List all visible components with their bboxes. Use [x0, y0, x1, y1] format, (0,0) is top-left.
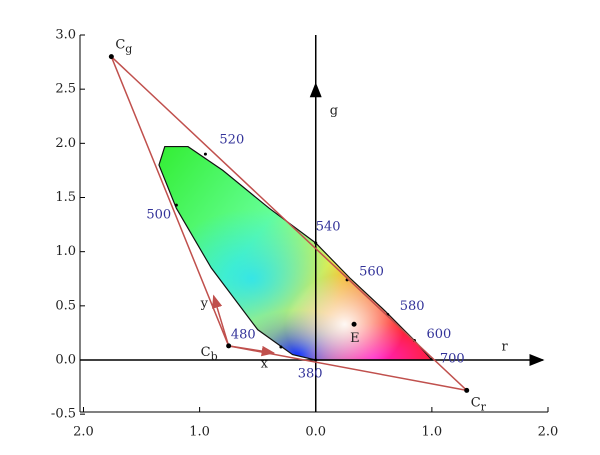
y-tick-label: 0.5: [55, 298, 76, 313]
wavelength-label: 580: [400, 299, 425, 314]
triangle-edge: [110, 56, 468, 391]
x-tick-label: 1.0: [422, 425, 443, 440]
y-tick-label: -0.5: [51, 407, 76, 422]
wavelength-point: [314, 241, 318, 245]
point-label: Cb: [201, 344, 218, 363]
y-tick-label: 2.5: [55, 82, 76, 97]
y-axis-label: g: [330, 103, 338, 118]
primary-point: [464, 387, 470, 393]
primary-point: [226, 343, 232, 349]
basis-label: x: [261, 356, 269, 371]
wavelength-label: 700: [440, 351, 465, 366]
basis-y-arrow: [212, 294, 230, 347]
y-tick-label: 3.0: [55, 28, 76, 43]
x-axis-label: r: [502, 340, 509, 355]
point-label: Cr: [471, 395, 487, 414]
wavelength-label: 600: [426, 327, 451, 342]
basis-x-arrow: [228, 345, 276, 357]
basis-label: y: [200, 296, 209, 311]
x-tick-label: 1.0: [189, 425, 210, 440]
spectral-locus: [158, 145, 434, 361]
wavelength-point: [203, 152, 207, 156]
primary-point: [108, 54, 114, 60]
wavelength-point: [314, 358, 318, 362]
wavelength-point: [279, 345, 283, 349]
wavelength-label: 380: [298, 367, 323, 382]
wavelength-label: 500: [146, 208, 171, 223]
y-tick-label: 0.0: [55, 353, 76, 368]
x-tick-label: 2.0: [538, 425, 559, 440]
y-tick-label: 1.5: [55, 190, 76, 205]
point-label: E: [350, 331, 360, 346]
x-tick-label: 0.0: [305, 425, 326, 440]
primary-point: [351, 321, 357, 327]
wavelength-label: 540: [316, 220, 341, 235]
x-tick-label: 2.0: [73, 425, 94, 440]
color-fill: [158, 146, 432, 360]
y-tick-label: 1.0: [55, 244, 76, 259]
wavelength-point: [174, 203, 178, 207]
triangle-edge: [110, 56, 230, 347]
point-label: Cg: [115, 37, 132, 56]
wavelength-label: 560: [359, 264, 384, 279]
wavelength-label: 480: [231, 328, 256, 343]
wavelength-label: 520: [219, 133, 244, 148]
y-tick-label: 2.0: [55, 136, 76, 151]
